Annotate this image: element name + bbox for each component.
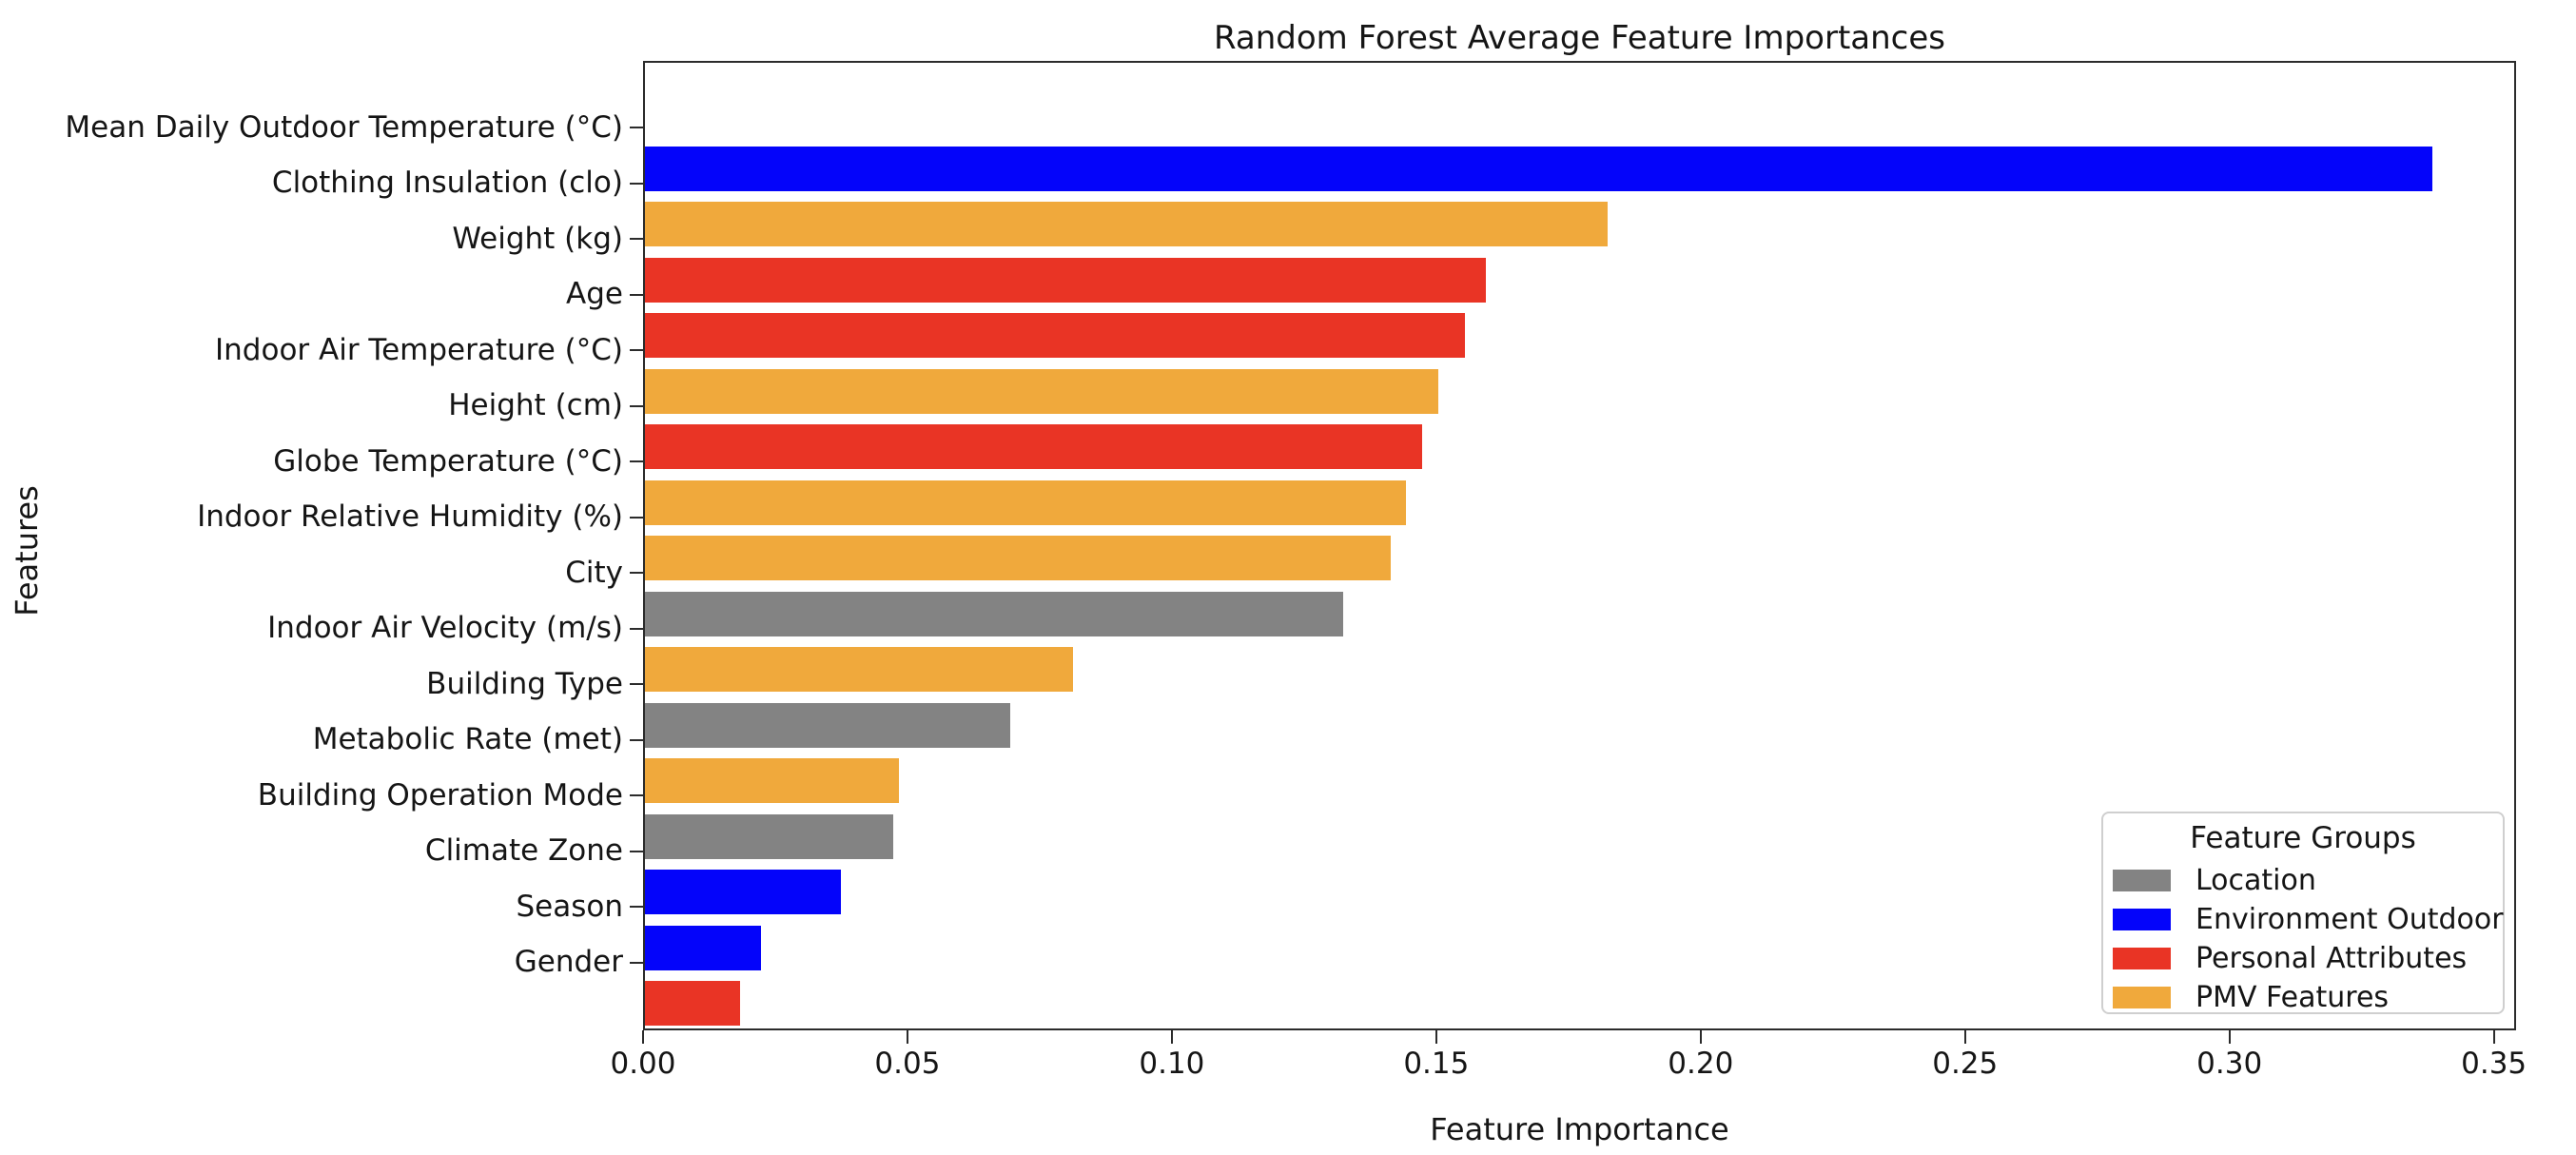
bar xyxy=(645,647,1073,693)
bar xyxy=(645,202,1608,247)
bar xyxy=(645,981,740,1027)
y-tick-mark xyxy=(630,238,643,241)
y-tick-label: Climate Zone xyxy=(424,833,623,869)
y-tick-label: Building Type xyxy=(426,666,623,701)
x-tick-mark xyxy=(1699,1030,1702,1044)
legend: Feature Groups Location Environment Outdo… xyxy=(2101,812,2505,1014)
y-tick-mark xyxy=(630,794,643,797)
legend-item-label: Personal Attributes xyxy=(2195,942,2468,975)
y-tick-mark xyxy=(630,460,643,463)
legend-title: Feature Groups xyxy=(2190,821,2416,855)
bar xyxy=(645,368,1438,414)
legend-item: Environment Outdoor xyxy=(2113,900,2504,939)
plot-area xyxy=(643,61,2516,1030)
x-tick-label: 0.25 xyxy=(1932,1047,1999,1081)
y-tick-label: Weight (kg) xyxy=(452,221,623,256)
bars-region xyxy=(645,102,2514,1027)
bar xyxy=(645,536,1391,581)
x-tick-mark xyxy=(2228,1030,2231,1044)
x-tick-mark xyxy=(1434,1030,1437,1044)
y-tick-label: Building Operation Mode xyxy=(257,777,623,812)
y-tick-mark xyxy=(630,404,643,407)
y-tick-mark xyxy=(630,850,643,852)
legend-swatch xyxy=(2113,987,2171,1008)
y-tick-mark xyxy=(630,683,643,686)
bar xyxy=(645,591,1343,636)
legend-item-label: Environment Outdoor xyxy=(2195,903,2504,936)
legend-item-label: Location xyxy=(2195,864,2316,897)
x-tick-label: 0.20 xyxy=(1668,1047,1734,1081)
x-tick-mark xyxy=(642,1030,644,1044)
y-tick-label: Height (cm) xyxy=(448,388,623,423)
y-tick-mark xyxy=(630,516,643,519)
y-tick-mark xyxy=(630,572,643,575)
bar xyxy=(645,313,1465,359)
y-tick-label: City xyxy=(565,555,623,590)
chart-title: Random Forest Average Feature Importance… xyxy=(1214,19,1945,57)
x-tick-label: 0.05 xyxy=(874,1047,941,1081)
x-tick-mark xyxy=(906,1030,908,1044)
y-tick-mark xyxy=(630,627,643,630)
bar xyxy=(645,870,841,915)
y-tick-label: Metabolic Rate (met) xyxy=(312,722,623,757)
x-tick-label: 0.35 xyxy=(2461,1047,2527,1081)
bar xyxy=(645,480,1406,525)
x-tick-label: 0.00 xyxy=(610,1047,676,1081)
bar xyxy=(645,813,893,859)
x-tick-label: 0.10 xyxy=(1139,1047,1205,1081)
x-tick-mark xyxy=(2492,1030,2495,1044)
legend-item-label: PMV Features xyxy=(2195,981,2390,1014)
bar xyxy=(645,424,1422,470)
y-tick-label: Age xyxy=(566,277,623,312)
y-tick-mark xyxy=(630,182,643,185)
bar xyxy=(645,758,899,804)
legend-item: Location xyxy=(2113,861,2493,900)
y-tick-mark xyxy=(630,738,643,741)
y-tick-label: Indoor Air Temperature (°C) xyxy=(215,332,623,367)
y-tick-label: Clothing Insulation (clo) xyxy=(271,166,623,201)
bar xyxy=(645,146,2432,191)
x-tick-label: 0.15 xyxy=(1403,1047,1470,1081)
legend-swatch xyxy=(2113,870,2171,891)
y-tick-mark xyxy=(630,127,643,129)
y-tick-label: Globe Temperature (°C) xyxy=(273,443,623,479)
y-tick-label: Indoor Air Velocity (m/s) xyxy=(267,611,623,646)
x-tick-mark xyxy=(1963,1030,1966,1044)
y-tick-mark xyxy=(630,961,643,964)
x-axis-label: Feature Importance xyxy=(1430,1111,1729,1147)
y-tick-mark xyxy=(630,906,643,909)
y-tick-label: Gender xyxy=(514,945,623,980)
legend-swatch xyxy=(2113,909,2171,930)
y-tick-label: Mean Daily Outdoor Temperature (°C) xyxy=(65,109,623,145)
bar xyxy=(645,257,1486,303)
x-tick-label: 0.30 xyxy=(2196,1047,2263,1081)
legend-items: Location Environment Outdoor Personal Attr… xyxy=(2113,861,2504,1017)
y-tick-label: Season xyxy=(516,889,623,924)
legend-item: PMV Features xyxy=(2113,978,2493,1017)
bar xyxy=(645,702,1010,748)
x-tick-mark xyxy=(1170,1030,1173,1044)
y-tick-label: Indoor Relative Humidity (%) xyxy=(197,499,623,535)
y-tick-mark xyxy=(630,349,643,352)
y-tick-mark xyxy=(630,293,643,296)
bar xyxy=(645,925,761,970)
legend-swatch xyxy=(2113,948,2171,969)
legend-item: Personal Attributes xyxy=(2113,939,2493,978)
